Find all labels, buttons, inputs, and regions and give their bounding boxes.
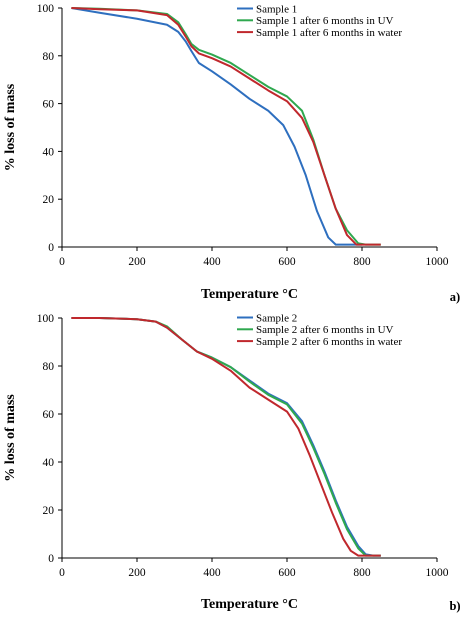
y-tick-label: 60 (43, 409, 55, 421)
chart-panel-a: 0 200 400 600 800 1000 0 20 40 60 80 100 Temperature… (3, 3, 460, 304)
y-tick-label: 20 (43, 194, 55, 206)
y-axis-label: % loss of mass (3, 83, 18, 171)
y-axis-label: % loss of mass (3, 394, 18, 482)
y-tick-label: 40 (43, 457, 55, 469)
x-tick-label: 1000 (426, 256, 449, 268)
legend-entry-label: Sample 1 after 6 months in water (256, 27, 402, 39)
y-tick-label: 40 (43, 146, 55, 158)
x-tick-label: 1000 (426, 567, 449, 579)
x-tick-label: 200 (128, 567, 146, 579)
legend-entry-label: Sample 2 after 6 months in water (256, 336, 402, 348)
x-axis-label: Temperature °C (201, 287, 298, 302)
y-tick-label: 60 (43, 99, 55, 111)
y-tick-label: 100 (37, 313, 55, 325)
legend-entry-label: Sample 1 after 6 months in UV (256, 15, 394, 27)
y-tick-label: 20 (43, 505, 55, 517)
y-tick-label: 80 (43, 361, 55, 373)
x-tick-label: 400 (203, 256, 221, 268)
x-tick-label: 800 (353, 256, 371, 268)
y-tick-label: 80 (43, 51, 55, 63)
series-line-2 (71, 7, 381, 246)
y-tick-label: 0 (48, 242, 54, 254)
panel-label: b) (449, 599, 460, 613)
x-tick-label: 600 (278, 256, 296, 268)
x-tick-label: 600 (278, 567, 296, 579)
x-tick-label: 0 (59, 567, 65, 579)
series-line-3 (71, 7, 381, 246)
x-axis-label: Temperature °C (201, 597, 298, 612)
y-tick-label: 100 (37, 3, 55, 15)
x-tick-label: 400 (203, 567, 221, 579)
x-tick-label: 200 (128, 256, 146, 268)
series-line-3 (71, 317, 381, 557)
x-tick-label: 800 (353, 567, 371, 579)
x-tick-label: 0 (59, 256, 65, 268)
legend-entry-label: Sample 2 (256, 312, 297, 324)
chart-panel-b: 0 200 400 600 800 1000 0 20 40 60 80 100 Temperature… (3, 312, 461, 613)
legend-entry-label: Sample 2 after 6 months in UV (256, 324, 394, 336)
y-tick-label: 0 (48, 553, 54, 565)
legend-entry-label: Sample 1 (256, 3, 297, 15)
series-line-1 (71, 7, 362, 246)
panel-label: a) (450, 290, 460, 304)
